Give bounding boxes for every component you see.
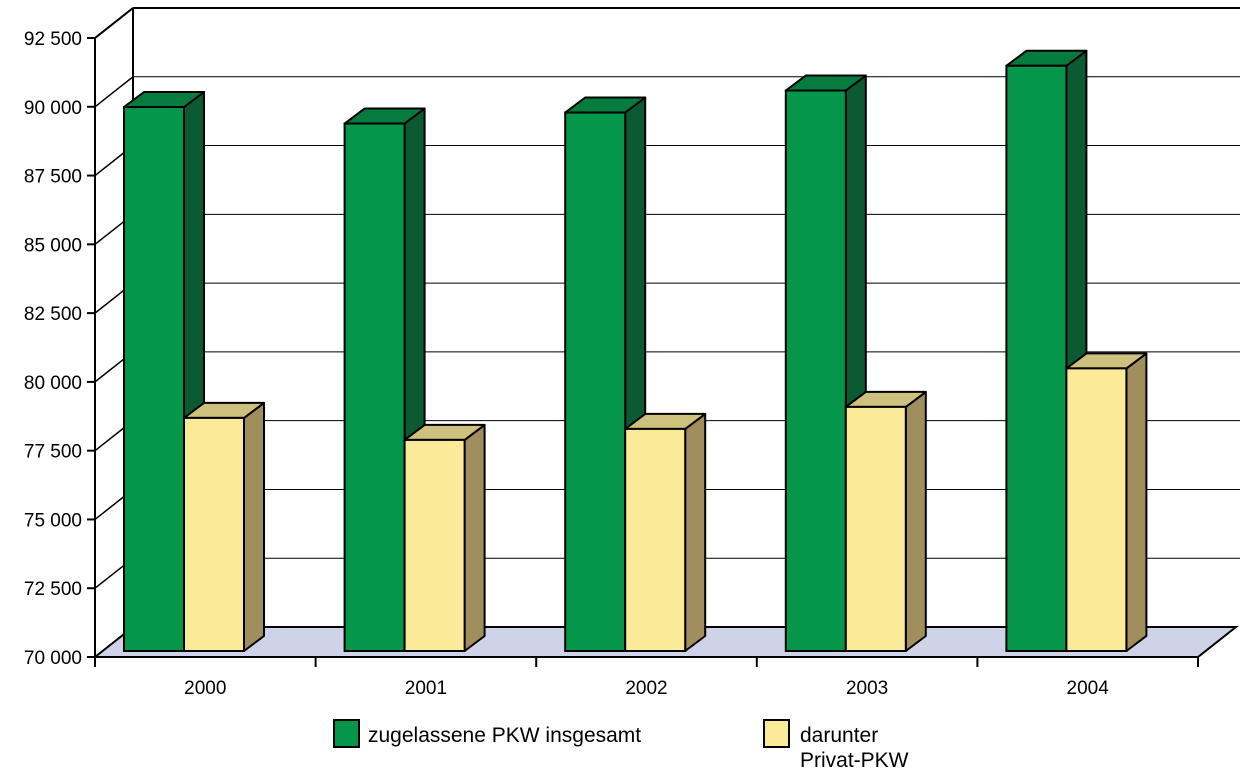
bar-front xyxy=(564,111,627,652)
legend-swatch-series-1 xyxy=(333,719,360,748)
x-tick-label: 2002 xyxy=(625,678,667,699)
bar-front xyxy=(844,405,907,652)
legend-swatch-series-2 xyxy=(763,719,790,748)
y-tick-label: 85 000 xyxy=(24,235,82,256)
bar xyxy=(624,412,707,652)
bar-front xyxy=(403,438,466,653)
bar-front xyxy=(183,416,245,652)
bar-side xyxy=(243,401,265,652)
bar-side xyxy=(904,390,927,652)
y-axis: 70 000 72 500 75 000 77 500 80 000 82 500 85 0… xyxy=(24,29,95,669)
bar xyxy=(403,423,486,653)
y-tick-label: 77 500 xyxy=(24,442,82,463)
bar-front xyxy=(784,89,847,652)
legend-label-series-1: zugelassene PKW insgesamt xyxy=(368,724,641,747)
x-tick-label: 2003 xyxy=(846,678,888,699)
y-tick-label: 82 500 xyxy=(24,304,82,325)
bar xyxy=(123,91,205,653)
bar-side xyxy=(463,423,486,652)
y-tick-label: 90 000 xyxy=(24,98,82,119)
bar-front xyxy=(123,106,185,653)
y-tick-label: 87 500 xyxy=(24,167,82,188)
y-tick-label: 72 500 xyxy=(24,579,82,600)
bar-front xyxy=(1065,367,1128,652)
y-tick-label: 92 500 xyxy=(24,29,82,50)
bar-side xyxy=(1125,352,1148,652)
x-axis: 2000 2001 2002 2003 2004 xyxy=(94,656,1199,699)
bar-front xyxy=(624,427,687,652)
gridline-diagonal xyxy=(94,7,134,39)
bar xyxy=(844,390,927,652)
x-tick-label: 2000 xyxy=(184,678,226,699)
bars xyxy=(123,49,1148,653)
legend: zugelassene PKW insgesamt darunterPrivat-… xyxy=(333,719,909,772)
bar-front xyxy=(343,122,406,653)
y-tick-label: 80 000 xyxy=(24,373,82,394)
legend-label-series-2-line: darunter xyxy=(800,724,878,747)
x-tick-label: 2004 xyxy=(1067,678,1110,699)
bar xyxy=(1065,352,1148,652)
x-tick-label: 2001 xyxy=(405,678,447,699)
bar xyxy=(183,401,265,652)
bar-front xyxy=(1005,64,1068,653)
bar-side xyxy=(684,412,707,652)
y-tick-label: 70 000 xyxy=(24,648,82,669)
y-tick-label: 75 000 xyxy=(24,510,82,531)
gridline-diagonal xyxy=(94,76,134,108)
legend-label-series-2-line: Privat-PKW xyxy=(800,749,909,772)
